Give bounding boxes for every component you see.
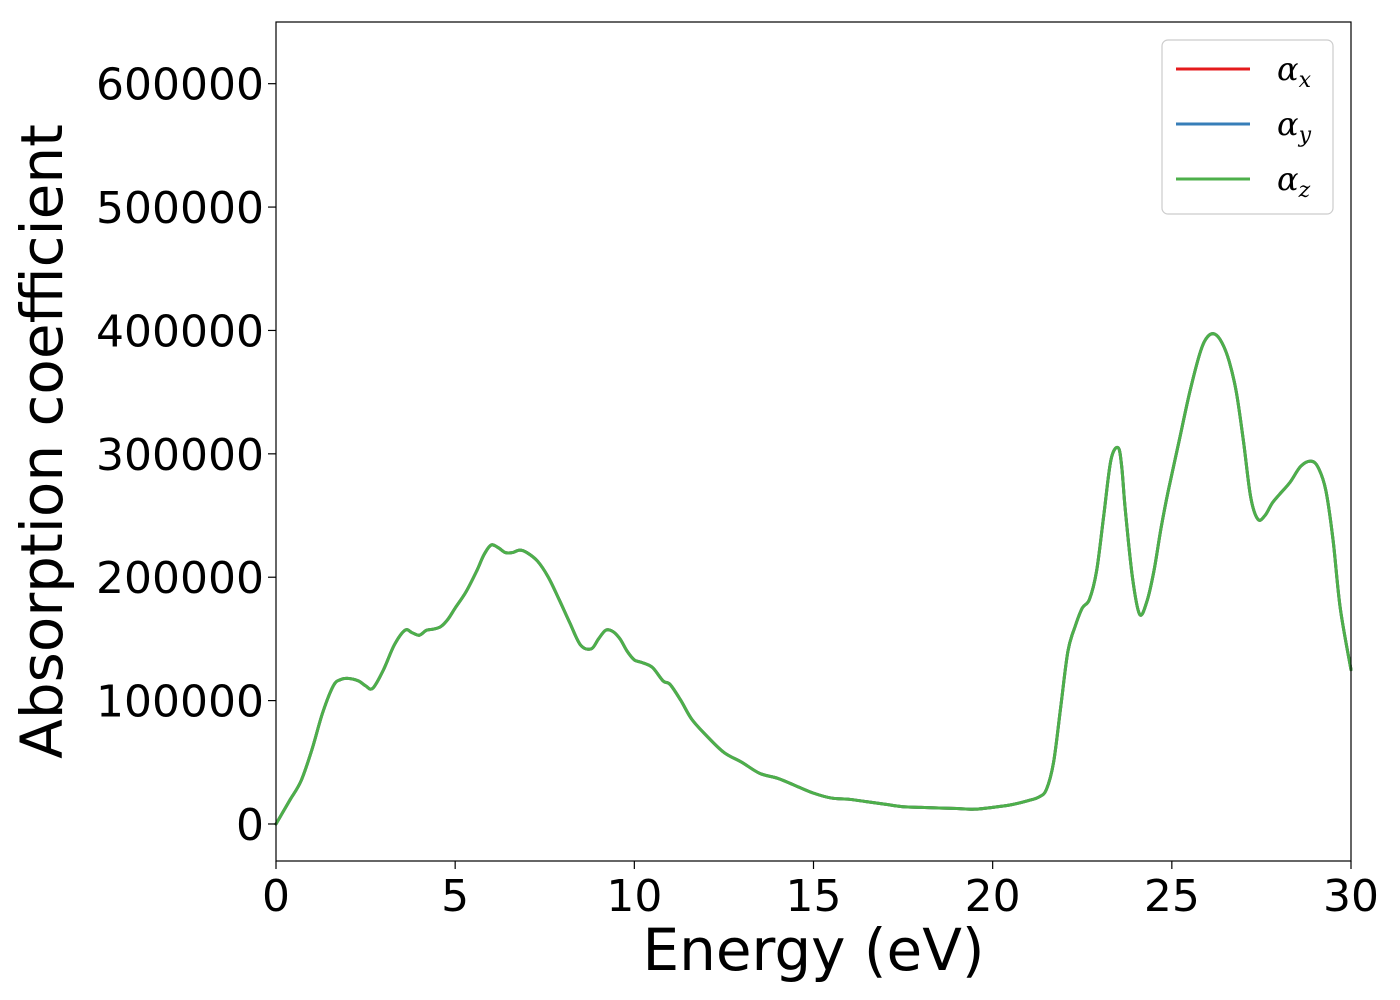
y-tick-label: 200000 xyxy=(96,553,264,604)
y-tick-label: 100000 xyxy=(96,677,264,728)
series-line-2 xyxy=(274,332,1353,826)
legend-label-z: αz xyxy=(1277,160,1311,203)
x-tick-label: 20 xyxy=(965,871,1021,922)
series-layer xyxy=(274,332,1353,826)
legend-label-y: αy xyxy=(1277,105,1312,148)
y-axis-ticks: 0 100000 200000 300000 400000 500000 600000 xyxy=(96,60,276,851)
legend-box xyxy=(1161,39,1334,215)
x-tick-label: 30 xyxy=(1323,871,1379,922)
x-tick-label: 10 xyxy=(606,871,662,922)
x-axis-ticks: 0 5 10 15 20 25 30 xyxy=(262,861,1379,922)
y-tick-label: 300000 xyxy=(96,430,264,481)
x-tick-label: 0 xyxy=(262,871,290,922)
y-tick-label: 400000 xyxy=(96,306,264,357)
x-axis-label: Energy (eV) xyxy=(642,916,984,984)
y-tick-label: 500000 xyxy=(96,183,264,234)
x-tick-label: 15 xyxy=(786,871,842,922)
legend: αx αy αz xyxy=(1161,39,1334,215)
series-line-3 xyxy=(274,332,1353,826)
x-tick-label: 25 xyxy=(1144,871,1200,922)
series-line-1 xyxy=(274,332,1353,826)
y-axis-label: Absorption coefficient xyxy=(8,124,76,759)
y-tick-label: 0 xyxy=(236,800,264,851)
legend-label-x: αx xyxy=(1277,50,1312,93)
y-tick-label: 600000 xyxy=(96,60,264,111)
x-tick-label: 5 xyxy=(441,871,469,922)
